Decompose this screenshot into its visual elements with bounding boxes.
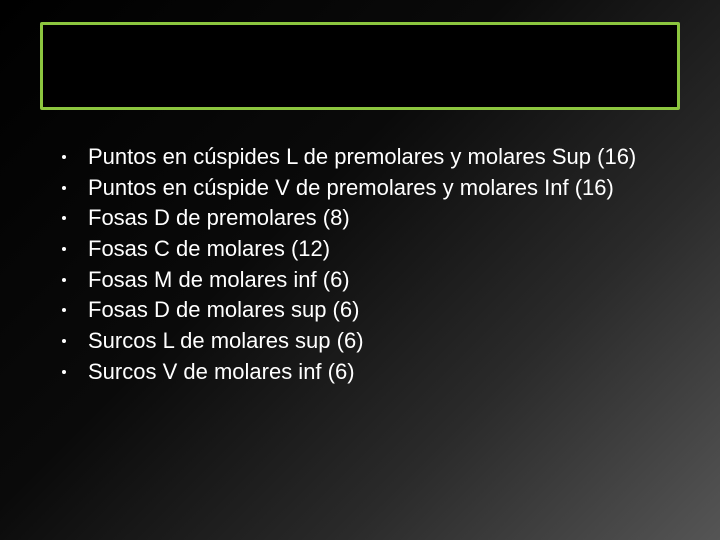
list-item: Fosas C de molares (12) [56,234,680,264]
list-item: Fosas D de molares sup (6) [56,295,680,325]
bullet-list: Puntos en cúspides L de premolares y mol… [56,142,680,387]
list-item: Surcos L de molares sup (6) [56,326,680,356]
list-item: Fosas D de premolares (8) [56,203,680,233]
list-item: Puntos en cúspide V de premolares y mola… [56,173,680,203]
list-item: Puntos en cúspides L de premolares y mol… [56,142,680,172]
content-area: Puntos en cúspides L de premolares y mol… [56,142,680,388]
list-item: Fosas M de molares inf (6) [56,265,680,295]
title-bar-fill [43,25,677,107]
list-item: Surcos V de molares inf (6) [56,357,680,387]
title-bar [40,22,680,110]
